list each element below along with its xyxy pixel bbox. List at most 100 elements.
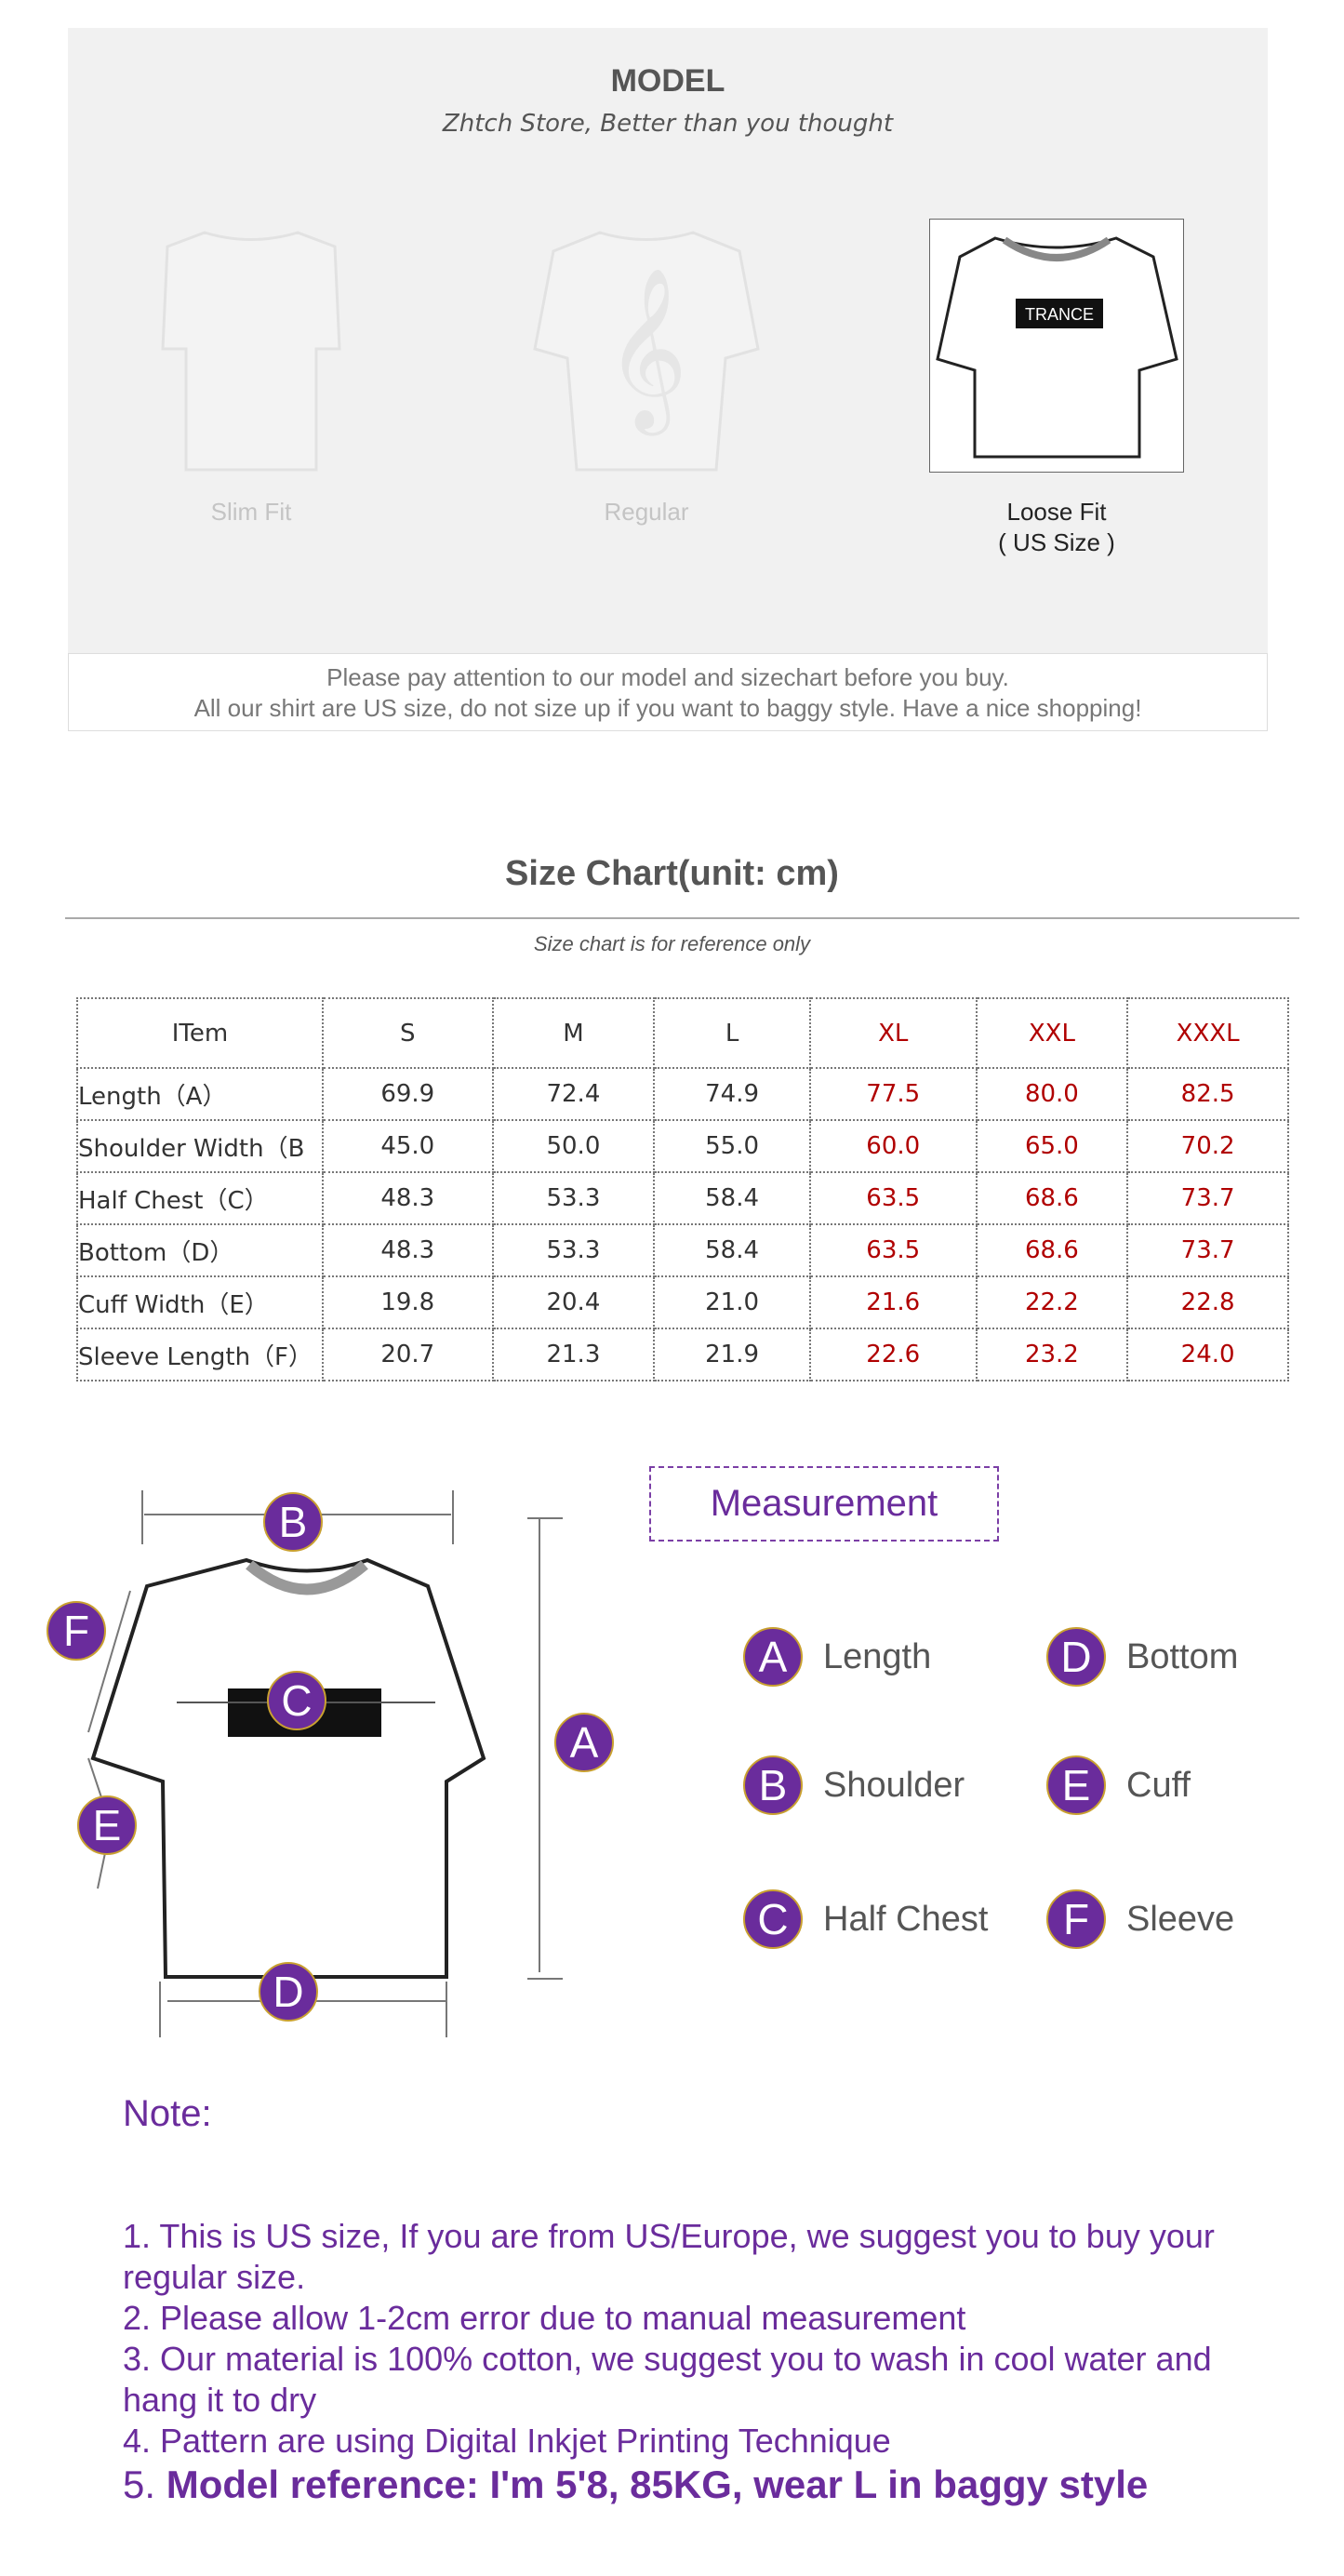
size-value: 63.5 [808,1171,978,1225]
table-header-row: ITem S M L XL XXL XXXL [76,997,1289,1069]
notice-box: Please pay attention to our model and si… [68,653,1268,731]
note-item: 2. Please allow 1-2cm error due to manua… [123,2299,966,2337]
tshirt-outline [90,1557,486,1979]
regular-label: Regular [604,498,689,526]
size-value: 70.2 [1126,1119,1289,1173]
size-value: 45.0 [321,1119,494,1173]
size-value: 22.2 [975,1275,1129,1329]
header-cell: XXL [975,997,1129,1069]
legend-marker: F [1046,1889,1106,1949]
size-value: 19.8 [321,1275,494,1329]
size-value: 60.0 [808,1119,978,1173]
legend-item-half-chest: C Half Chest [743,1889,988,1949]
header-cell: XL [808,997,978,1069]
size-value: 68.6 [975,1171,1129,1225]
size-value: 21.3 [491,1328,656,1381]
svg-text:TRANCE: TRANCE [1025,305,1094,324]
table-row: Sleeve Length（F） 20.7 21.3 21.9 22.6 23.2 24.0 [76,1328,1289,1381]
size-value: 82.5 [1126,1067,1289,1121]
row-label: Half Chest（C） [76,1171,324,1225]
table-row: Bottom（D） 48.3 53.3 58.4 63.5 68.6 73.7 [76,1223,1289,1277]
note-model-reference: Model reference: I'm 5'8, 85KG, wear L i… [166,2463,1149,2506]
size-value: 68.6 [975,1223,1129,1277]
loose-fit-shirt-image[interactable]: TRANCE [929,219,1184,473]
legend-item-cuff: E Cuff [1046,1755,1191,1815]
note-item: 3. Our material is 100% cotton, we sugge… [123,2340,1212,2419]
slim-fit-shirt-image [161,231,341,472]
row-label: Sleeve Length（F） [76,1328,324,1381]
size-value: 20.4 [491,1275,656,1329]
table-row: Half Chest（C） 48.3 53.3 58.4 63.5 68.6 73.7 [76,1171,1289,1225]
size-value: 58.4 [653,1171,811,1225]
legend-label: Bottom [1126,1636,1239,1676]
size-value: 53.3 [491,1171,656,1225]
legend-marker: C [743,1889,803,1949]
legend-item-length: A Length [743,1627,931,1687]
header-cell: S [321,997,494,1069]
size-value: 22.6 [808,1328,978,1381]
legend-marker: B [743,1755,803,1815]
legend-marker: E [1046,1755,1106,1815]
size-value: 53.3 [491,1223,656,1277]
table-row: Length（A） 69.9 72.4 74.9 77.5 80.0 82.5 [76,1067,1289,1121]
regular-shirt-image: 𝄞 [533,231,760,472]
model-subtitle: Zhtch Store, Better than you thought [442,110,894,138]
marker-e: E [77,1795,137,1855]
size-value: 58.4 [653,1223,811,1277]
measurement-diagram [87,1490,563,2037]
size-value: 74.9 [653,1067,811,1121]
notice-line: All our shirt are US size, do not size u… [193,694,1142,722]
size-chart-title: Size Chart(unit: cm) [505,854,839,893]
legend-item-bottom: D Bottom [1046,1627,1238,1687]
size-value: 73.7 [1126,1171,1289,1225]
size-value: 50.0 [491,1119,656,1173]
size-value: 77.5 [808,1067,978,1121]
size-value: 48.3 [321,1171,494,1225]
size-chart-subtitle: Size chart is for reference only [533,932,811,955]
notice-line: Please pay attention to our model and si… [326,663,1009,691]
header-cell: XXXL [1126,997,1289,1069]
legend-label: Sleeve [1126,1899,1235,1939]
header-cell: L [653,997,811,1069]
size-value: 73.7 [1126,1223,1289,1277]
legend-item-shoulder: B Shoulder [743,1755,965,1815]
size-value: 21.0 [653,1275,811,1329]
us-size-label: ( US Size ) [998,528,1115,556]
legend-item-sleeve: F Sleeve [1046,1889,1234,1949]
divider [65,917,1299,919]
table-row: Cuff Width（E） 19.8 20.4 21.0 21.6 22.2 22.8 [76,1275,1289,1329]
legend-label: Shoulder [823,1765,965,1805]
size-value: 69.9 [321,1067,494,1121]
legend-label: Length [823,1636,932,1676]
model-title: MODEL [610,63,725,99]
size-value: 80.0 [975,1067,1129,1121]
marker-d: D [259,1962,318,2022]
table-row: Shoulder Width（B 45.0 50.0 55.0 60.0 65.0 70.2 [76,1119,1289,1173]
size-value: 72.4 [491,1067,656,1121]
slim-fit-label: Slim Fit [210,498,292,526]
marker-f: F [47,1601,106,1661]
marker-a: A [554,1713,614,1772]
size-value: 22.8 [1126,1275,1289,1329]
note-final-number: 5. [123,2463,166,2506]
row-label: Length（A） [76,1067,324,1121]
loose-fit-label: Loose Fit [1006,498,1107,526]
measurement-title: Measurement [649,1466,999,1542]
header-cell: M [491,997,656,1069]
legend-marker: A [743,1627,803,1687]
note-item: 4. Pattern are using Digital Inkjet Prin… [123,2422,891,2460]
size-value: 63.5 [808,1223,978,1277]
legend-label: Cuff [1126,1765,1191,1805]
row-label: Cuff Width（E） [76,1275,324,1329]
notes-title: Note: [123,2093,212,2134]
legend-label: Half Chest [823,1899,989,1939]
size-value: 21.6 [808,1275,978,1329]
size-value: 21.9 [653,1328,811,1381]
size-value: 24.0 [1126,1328,1289,1381]
row-label: Shoulder Width（B [76,1119,324,1173]
size-value: 65.0 [975,1119,1129,1173]
notes-section: Note: 1. This is US size, If you are fro… [123,2093,1285,2508]
marker-b: B [263,1492,323,1552]
header-cell: ITem [76,997,324,1069]
row-label: Bottom（D） [76,1223,324,1277]
